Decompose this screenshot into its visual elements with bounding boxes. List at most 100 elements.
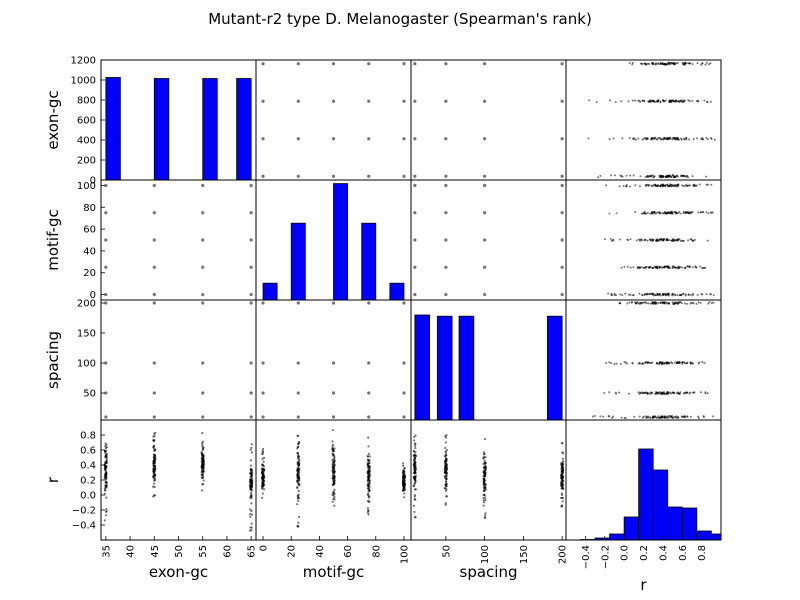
scatter-point — [297, 442, 300, 446]
scatter-point — [697, 301, 700, 304]
scatter-point — [635, 239, 638, 242]
scatter-point — [261, 99, 265, 103]
scatter-point — [296, 475, 299, 478]
scatter-point — [483, 62, 487, 66]
scatter-point — [333, 476, 336, 479]
y-tick-label: 1000 — [71, 76, 96, 87]
scatter-point — [483, 238, 487, 242]
scatter-point — [614, 100, 617, 103]
scatter-point — [368, 461, 371, 465]
scatter-point — [693, 184, 696, 187]
scatter-point — [104, 301, 108, 305]
scatter-point — [691, 63, 694, 66]
scatter-point — [413, 456, 416, 460]
scatter-point — [152, 238, 156, 242]
scatter-point — [260, 487, 264, 490]
scatter-point — [671, 267, 674, 270]
scatter-point — [642, 211, 645, 214]
scatter-point — [368, 468, 371, 471]
x-tick-label: 100 — [480, 545, 491, 564]
scatter-point — [712, 294, 715, 297]
scatter-point — [403, 466, 406, 470]
scatter-point — [331, 453, 335, 456]
scatter-point — [296, 524, 299, 527]
scatter-point — [263, 456, 266, 459]
scatter-point — [678, 392, 681, 395]
scatter-point — [677, 183, 680, 186]
scatter-point — [483, 137, 487, 141]
scatter-point — [201, 448, 204, 451]
scatter-point — [413, 99, 417, 103]
scatter-point — [201, 464, 204, 467]
scatter-point — [484, 498, 487, 502]
scatter-point — [662, 175, 665, 178]
scatter-point — [651, 185, 654, 188]
scatter-point — [681, 266, 684, 269]
scatter-point — [152, 292, 156, 297]
histogram-bar — [105, 77, 121, 181]
scatter-point — [648, 361, 651, 364]
scatter-point — [201, 489, 204, 492]
scatter-point — [673, 302, 676, 305]
x-tick-label: 45 — [150, 545, 161, 558]
scatter-point — [655, 266, 658, 269]
scatter-point — [651, 174, 654, 177]
scatter-point — [685, 136, 688, 139]
scatter-point — [612, 137, 615, 140]
y-axis-exon-gc: 0 200 400 600 800 1000 1200 exon-gc — [44, 56, 105, 187]
scatter-point — [642, 415, 645, 418]
scatter-point — [249, 301, 253, 305]
scatter-point — [414, 480, 417, 483]
scatter-point — [333, 456, 336, 459]
scatter-point — [653, 301, 656, 304]
scatter-point — [674, 99, 677, 102]
scatter-point — [639, 266, 642, 269]
scatter-point — [297, 483, 301, 486]
scatter-point — [366, 484, 369, 487]
scatter-point — [669, 183, 672, 186]
scatter-point — [445, 477, 448, 480]
x-tick-label: 0.2 — [639, 545, 650, 561]
scatter-point — [605, 362, 608, 365]
scatter-point — [331, 174, 336, 178]
scatter-point — [413, 137, 417, 141]
x-tick-label: 60 — [222, 545, 233, 558]
scatter-point — [444, 211, 448, 215]
scatter-point — [683, 137, 686, 140]
scatter-point — [667, 265, 670, 268]
y-tick-label: 100 — [77, 181, 96, 192]
scatter-point — [249, 513, 252, 516]
scatter-point — [639, 175, 642, 178]
scatter-point — [152, 301, 156, 305]
scatter-point — [250, 468, 254, 472]
scatter-point — [412, 484, 416, 488]
scatter-point — [482, 451, 486, 454]
scatter-point — [671, 292, 674, 295]
scatter-point — [645, 212, 648, 215]
x-tick-label: 65 — [247, 545, 258, 558]
scatter-point — [483, 437, 487, 441]
scatter-point — [152, 211, 156, 215]
scatter-point — [652, 238, 655, 241]
scatter-point — [249, 292, 253, 297]
scatter-point — [331, 464, 334, 467]
scatter-point — [610, 174, 613, 177]
scatter-point — [152, 465, 155, 468]
scatter-point — [249, 361, 253, 365]
scatter-point — [673, 63, 676, 66]
scatter-point — [261, 447, 265, 451]
scatter-point — [153, 458, 156, 461]
y-tick-label: 60 — [83, 225, 96, 236]
scatter-point — [706, 239, 709, 242]
x-tick-label: 20 — [287, 545, 298, 558]
scatter-point — [655, 302, 658, 305]
scatter-point — [105, 480, 108, 484]
scatter-point — [707, 302, 710, 305]
scatter-point — [642, 301, 645, 304]
scatter-point — [687, 239, 690, 242]
scatter-point — [644, 391, 647, 394]
scatter-point — [331, 361, 336, 365]
scatter-point — [658, 265, 661, 268]
scatter-point — [296, 301, 300, 305]
x-tick-label: 0.4 — [658, 545, 669, 561]
